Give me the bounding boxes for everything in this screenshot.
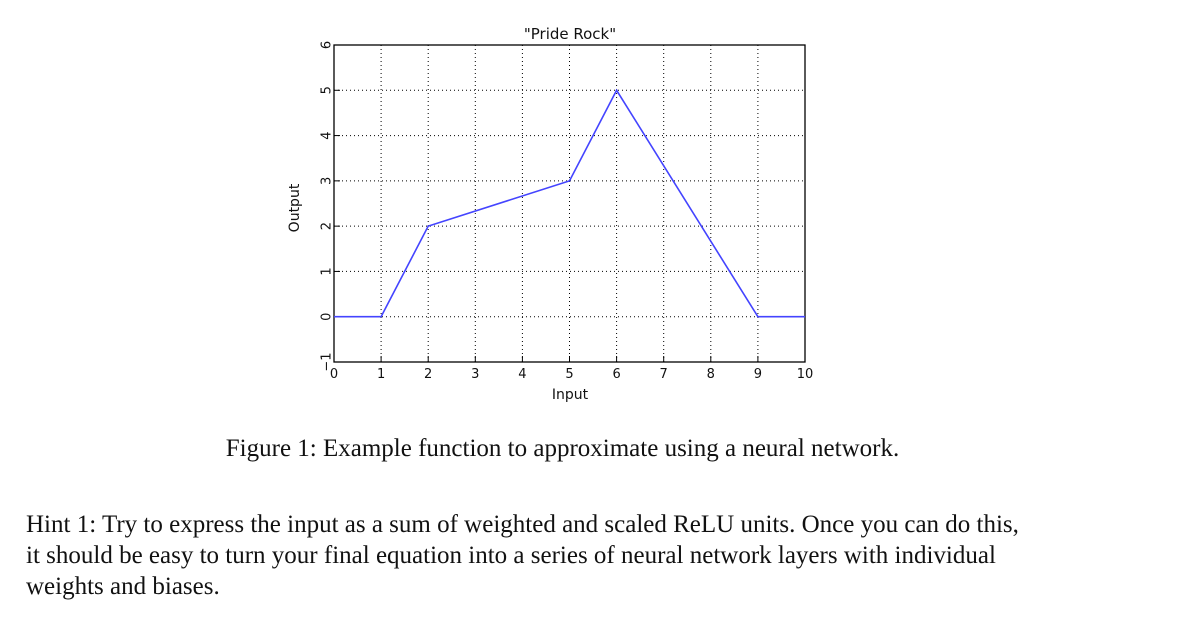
grid	[334, 45, 805, 362]
x-tick-label: 8	[707, 367, 715, 382]
x-tick-label: 1	[377, 367, 385, 382]
x-tick-label: 5	[565, 367, 573, 382]
x-tick-label: 7	[660, 367, 668, 382]
y-tick-label: 4	[320, 131, 335, 139]
y-tick-label: 2	[320, 222, 335, 230]
x-tick-label: 4	[518, 367, 526, 382]
figure-caption: Figure 1: Example function to approximat…	[225, 435, 900, 462]
y-tick-label: 1	[320, 267, 335, 275]
series-layer	[334, 88, 805, 318]
x-tick-label: 3	[471, 367, 479, 382]
y-tick-label: 6	[320, 41, 335, 49]
x-axis-label: Input	[552, 387, 589, 403]
x-tick-label: 2	[424, 367, 432, 382]
y-axis-label: Output	[287, 183, 303, 232]
y-tick-label: 5	[320, 86, 335, 94]
chart-title: "Pride Rock"	[524, 25, 616, 43]
x-tick-label: 9	[754, 367, 762, 382]
y-tick-label: 0	[320, 313, 335, 321]
x-tick-label: 0	[330, 367, 338, 382]
hint-paragraph: Hint 1: Try to express the input as a su…	[26, 511, 1019, 600]
y-tick-label: 3	[320, 177, 335, 185]
plot-area	[333, 44, 806, 363]
x-tick-label: 6	[612, 367, 620, 382]
x-tick-label: 10	[797, 367, 814, 382]
y-tick-label: −1	[320, 352, 335, 371]
series-line	[334, 88, 805, 318]
